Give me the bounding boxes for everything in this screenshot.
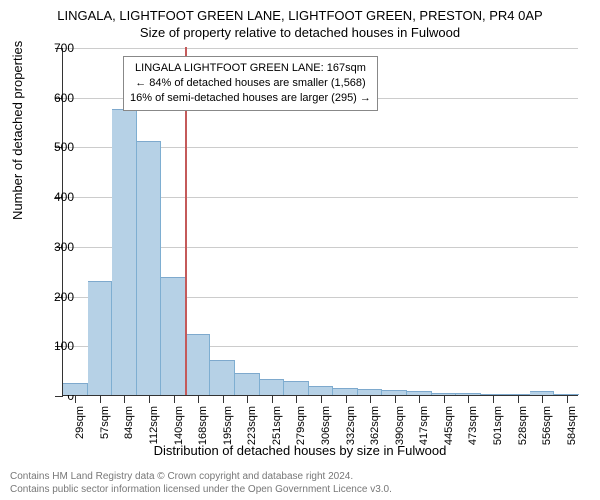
x-tick-label: 445sqm (443, 406, 455, 448)
x-tick-label: 390sqm (394, 406, 406, 448)
y-tick-label: 200 (54, 290, 74, 304)
x-tick (247, 395, 248, 403)
y-tick-label: 400 (54, 190, 74, 204)
x-tick-label: 112sqm (148, 406, 160, 448)
x-tick-label: 556sqm (541, 406, 553, 448)
histogram-bar (235, 373, 260, 395)
x-tick-label: 168sqm (197, 406, 209, 448)
x-tick-label: 84sqm (123, 406, 135, 448)
histogram-bar (382, 390, 407, 395)
x-tick-label: 528sqm (517, 406, 529, 448)
histogram-bar (186, 334, 211, 395)
x-tick (518, 395, 519, 403)
x-tick-label: 29sqm (74, 406, 86, 448)
histogram-bar (481, 394, 506, 395)
x-tick-label: 584sqm (566, 406, 578, 448)
histogram-bar (210, 360, 235, 395)
x-tick-label: 362sqm (369, 406, 381, 448)
x-tick-label: 417sqm (418, 406, 430, 448)
annotation-line-1: LINGALA LIGHTFOOT GREEN LANE: 167sqm (130, 61, 371, 76)
x-tick-label: 140sqm (173, 406, 185, 448)
histogram-bar (358, 389, 383, 395)
x-tick-label: 279sqm (295, 406, 307, 448)
annotation-line-2: ← 84% of detached houses are smaller (1,… (130, 76, 371, 91)
histogram-bar (554, 394, 579, 395)
footer: Contains HM Land Registry data © Crown c… (10, 470, 590, 496)
histogram-bar (530, 391, 555, 395)
chart-title-main: LINGALA, LIGHTFOOT GREEN LANE, LIGHTFOOT… (0, 0, 600, 23)
histogram-bar (505, 394, 530, 395)
x-tick (542, 395, 543, 403)
y-tick-label: 700 (54, 41, 74, 55)
annotation-box: LINGALA LIGHTFOOT GREEN LANE: 167sqm ← 8… (123, 56, 378, 111)
x-tick-label: 306sqm (320, 406, 332, 448)
x-tick (124, 395, 125, 403)
x-tick-label: 332sqm (345, 406, 357, 448)
x-tick (75, 395, 76, 403)
x-tick (174, 395, 175, 403)
x-tick (198, 395, 199, 403)
histogram-bar (333, 388, 358, 395)
x-tick (149, 395, 150, 403)
y-tick-label: 100 (54, 339, 74, 353)
histogram-bar (309, 386, 334, 395)
footer-line-2: Contains public sector information licen… (10, 483, 590, 496)
annotation-line-3: 16% of semi-detached houses are larger (… (130, 91, 371, 106)
x-tick-label: 195sqm (222, 406, 234, 448)
x-tick (468, 395, 469, 403)
x-tick (321, 395, 322, 403)
x-tick (395, 395, 396, 403)
x-tick (223, 395, 224, 403)
histogram-bar (112, 109, 137, 395)
y-tick-label: 300 (54, 240, 74, 254)
x-tick (370, 395, 371, 403)
histogram-bar (161, 277, 186, 395)
histogram-bar (432, 393, 457, 395)
x-tick (296, 395, 297, 403)
histogram-bar (88, 281, 113, 395)
x-tick (272, 395, 273, 403)
histogram-bar (63, 383, 88, 395)
histogram-bar (260, 379, 285, 395)
x-tick (100, 395, 101, 403)
gridline (63, 48, 578, 49)
x-tick (567, 395, 568, 403)
x-tick (419, 395, 420, 403)
x-tick-label: 501sqm (492, 406, 504, 448)
y-tick-label: 500 (54, 140, 74, 154)
x-tick (346, 395, 347, 403)
x-tick-label: 57sqm (99, 406, 111, 448)
histogram-bar (456, 393, 481, 395)
histogram-bar (137, 141, 162, 395)
histogram-bar (284, 381, 309, 395)
y-tick (55, 396, 63, 397)
y-axis-title: Number of detached properties (10, 41, 25, 220)
plot-area: LINGALA LIGHTFOOT GREEN LANE: 167sqm ← 8… (62, 48, 578, 396)
chart-title-sub: Size of property relative to detached ho… (0, 23, 600, 40)
x-tick-label: 251sqm (271, 406, 283, 448)
y-tick-label: 600 (54, 91, 74, 105)
x-tick (444, 395, 445, 403)
footer-line-1: Contains HM Land Registry data © Crown c… (10, 470, 590, 483)
x-tick-label: 473sqm (467, 406, 479, 448)
x-tick-label: 223sqm (246, 406, 258, 448)
histogram-bar (407, 391, 432, 395)
x-tick (493, 395, 494, 403)
